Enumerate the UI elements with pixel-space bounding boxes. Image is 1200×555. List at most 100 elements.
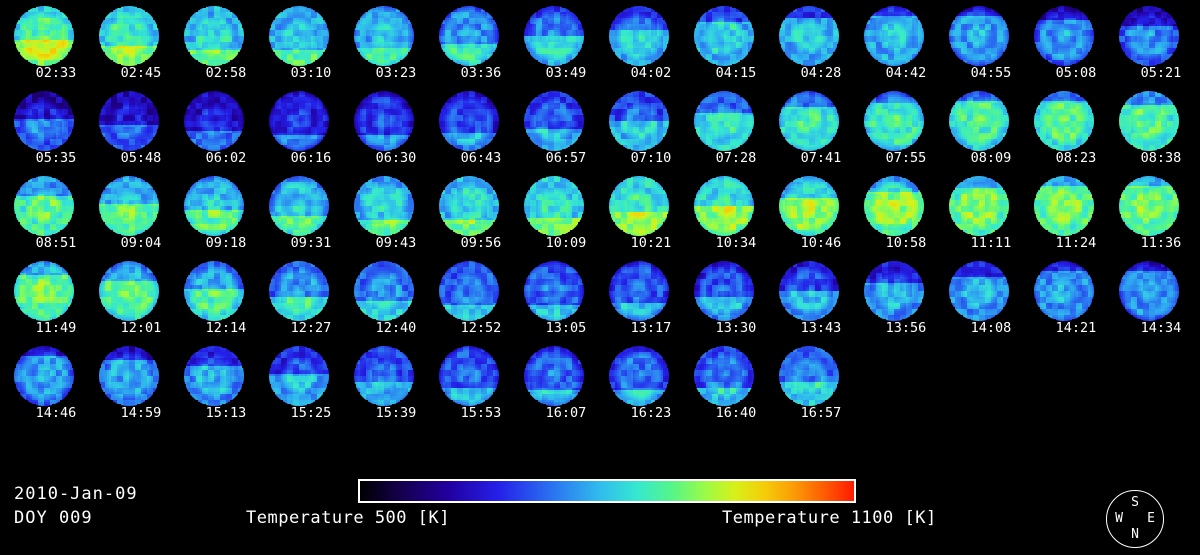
- date-block: 2010-Jan-09 DOY 009: [14, 482, 138, 530]
- disk-frame: 16:40: [682, 342, 767, 427]
- disk-frame: 07:41: [767, 87, 852, 172]
- colorbar-min-label: Temperature 500 [K]: [246, 508, 450, 528]
- disk-frame: 05:48: [87, 87, 172, 172]
- disk-frame: 15:13: [172, 342, 257, 427]
- disk-image-wrap: 11:36: [1119, 176, 1181, 251]
- temperature-colorbar: [358, 479, 856, 503]
- thermal-disk-image: [354, 346, 414, 406]
- thermal-disk-image: [694, 261, 754, 321]
- disk-time-label: 12:14: [205, 320, 247, 336]
- disk-time-label: 10:58: [885, 235, 927, 251]
- disk-frame: 11:11: [937, 172, 1022, 257]
- thermal-disk-image: [269, 261, 329, 321]
- disk-image-wrap: 07:28: [694, 91, 756, 166]
- thermal-disk-image: [949, 261, 1009, 321]
- thermal-disk-image: [864, 6, 924, 66]
- disk-image-wrap: 05:08: [1034, 6, 1096, 81]
- disk-time-label: 12:27: [290, 320, 332, 336]
- disk-frame: 04:55: [937, 2, 1022, 87]
- disk-image-wrap: 16:23: [609, 346, 671, 421]
- disk-frame: 12:14: [172, 257, 257, 342]
- disk-time-label: 10:09: [545, 235, 587, 251]
- thermal-disk-image: [184, 176, 244, 236]
- thermal-disk-image: [99, 91, 159, 151]
- colorbar-gradient: [360, 481, 854, 501]
- thermal-disk-image: [609, 176, 669, 236]
- thermal-disk-image: [184, 346, 244, 406]
- disk-time-label: 06:16: [290, 150, 332, 166]
- thermal-disk-image: [864, 91, 924, 151]
- disk-image-wrap: 11:49: [14, 261, 76, 336]
- disk-time-label: 10:21: [630, 235, 672, 251]
- disk-time-label: 07:55: [885, 150, 927, 166]
- thermal-disk-image: [439, 91, 499, 151]
- disk-time-label: 14:59: [120, 405, 162, 421]
- disk-time-label: 06:30: [375, 150, 417, 166]
- disk-image-wrap: 13:17: [609, 261, 671, 336]
- disk-time-label: 04:42: [885, 65, 927, 81]
- thermal-disk-image: [269, 346, 329, 406]
- thermal-disk-image: [1119, 91, 1179, 151]
- disk-frame: 09:04: [87, 172, 172, 257]
- disk-time-label: 12:40: [375, 320, 417, 336]
- disk-time-label: 03:23: [375, 65, 417, 81]
- disk-time-label: 03:10: [290, 65, 332, 81]
- disk-frame: 04:02: [597, 2, 682, 87]
- disk-image-wrap: 14:59: [99, 346, 161, 421]
- disk-frame: 02:45: [87, 2, 172, 87]
- disk-frame: 16:57: [767, 342, 852, 427]
- disk-time-label: 08:51: [35, 235, 77, 251]
- disk-time-label: 08:23: [1055, 150, 1097, 166]
- disk-image-wrap: 07:55: [864, 91, 926, 166]
- thermal-disk-image: [14, 176, 74, 236]
- thermal-disk-image: [439, 346, 499, 406]
- disk-frame: 11:49: [2, 257, 87, 342]
- thermal-disk-image: [694, 91, 754, 151]
- disk-image-wrap: 15:39: [354, 346, 416, 421]
- disk-frame: 13:56: [852, 257, 937, 342]
- disk-image-wrap: 14:46: [14, 346, 76, 421]
- disk-time-label: 16:57: [800, 405, 842, 421]
- observation-date: 2010-Jan-09: [14, 484, 138, 504]
- disk-image-wrap: 11:24: [1034, 176, 1096, 251]
- disk-frame: 02:33: [2, 2, 87, 87]
- footer-legend: 2010-Jan-09 DOY 009 Temperature 500 [K] …: [0, 460, 1200, 555]
- disk-frame: 07:28: [682, 87, 767, 172]
- disk-frame: 13:17: [597, 257, 682, 342]
- disk-image-wrap: 04:42: [864, 6, 926, 81]
- disk-frame: 10:09: [512, 172, 597, 257]
- disk-time-label: 16:23: [630, 405, 672, 421]
- thermal-disk-image: [779, 91, 839, 151]
- thermal-disk-image: [1119, 261, 1179, 321]
- thermal-disk-image: [694, 6, 754, 66]
- disk-image-wrap: 13:43: [779, 261, 841, 336]
- disk-time-label: 11:36: [1140, 235, 1182, 251]
- disk-frame: 13:30: [682, 257, 767, 342]
- disk-frame: 04:42: [852, 2, 937, 87]
- thermal-disk-image: [354, 6, 414, 66]
- thermal-disk-image: [99, 261, 159, 321]
- disk-time-label: 06:57: [545, 150, 587, 166]
- disk-frame: 06:43: [427, 87, 512, 172]
- disk-image-wrap: 10:58: [864, 176, 926, 251]
- disk-time-label: 09:31: [290, 235, 332, 251]
- thermal-disk-image: [1034, 261, 1094, 321]
- disk-frame: 12:27: [257, 257, 342, 342]
- thermal-disk-image: [1034, 91, 1094, 151]
- disk-time-label: 11:24: [1055, 235, 1097, 251]
- disk-frame: 12:52: [427, 257, 512, 342]
- thermal-disk-image: [184, 91, 244, 151]
- disk-image-wrap: 10:09: [524, 176, 586, 251]
- thermal-disk-image: [609, 346, 669, 406]
- disk-image-wrap: 03:49: [524, 6, 586, 81]
- disk-frame: 06:57: [512, 87, 597, 172]
- disk-time-label: 12:52: [460, 320, 502, 336]
- disk-montage: 02:33 02:45 02:58 03:10 03:23 03:36 03:49 04:02…: [2, 2, 1181, 427]
- disk-frame: 10:58: [852, 172, 937, 257]
- disk-image-wrap: 04:02: [609, 6, 671, 81]
- disk-frame: 04:15: [682, 2, 767, 87]
- disk-frame: 03:23: [342, 2, 427, 87]
- disk-frame: 02:58: [172, 2, 257, 87]
- disk-time-label: 15:53: [460, 405, 502, 421]
- disk-image-wrap: 15:13: [184, 346, 246, 421]
